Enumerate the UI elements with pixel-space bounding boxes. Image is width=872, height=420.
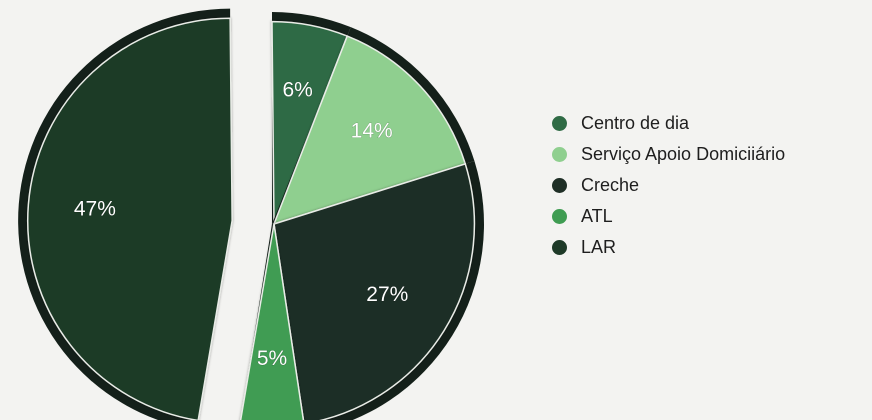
legend-label: Creche [581, 175, 640, 195]
legend-swatch [552, 116, 567, 131]
pie-slice-label: 6% [282, 78, 312, 101]
legend-swatch [552, 178, 567, 193]
legend-label: ATL [581, 206, 613, 226]
legend-item-centro-de-dia: Centro de dia [552, 108, 870, 139]
legend-swatch [552, 147, 567, 162]
pie-slice-servi-o-apoio-domicii-rio: 14% [272, 27, 475, 226]
pie-slice-face [273, 162, 476, 420]
pie-slice-creche: 27% [272, 161, 484, 420]
pie-slice-face [239, 223, 305, 420]
legend-item-atl: ATL [552, 201, 870, 232]
legend-swatch [552, 240, 567, 255]
pie-slice-label: 47% [74, 197, 116, 220]
legend-label: Serviço Apoio Domiciiário [581, 144, 786, 164]
legend-item-creche: Creche [552, 170, 870, 201]
pie-slice-centro-de-dia: 6% [271, 12, 351, 225]
pie-slice-atl: 5% [239, 223, 305, 420]
legend-label: LAR [581, 237, 617, 257]
legend-swatch [552, 209, 567, 224]
pie-slice-label: 14% [351, 119, 393, 142]
legend-item-servico-apoio-domiciliario: Serviço Apoio Domiciiário [552, 139, 870, 170]
legend-label: Centro de dia [581, 113, 690, 133]
pie-slice-face [26, 17, 233, 420]
pie-slice-face [272, 35, 467, 226]
pie-slice-lar: 47% [18, 8, 233, 420]
chart-legend: Centro de dia Serviço Apoio Domiciiário … [552, 108, 870, 263]
pie-slice-label: 27% [366, 283, 408, 306]
legend-item-lar: LAR [552, 232, 870, 263]
pie-slice-label: 5% [257, 347, 287, 370]
